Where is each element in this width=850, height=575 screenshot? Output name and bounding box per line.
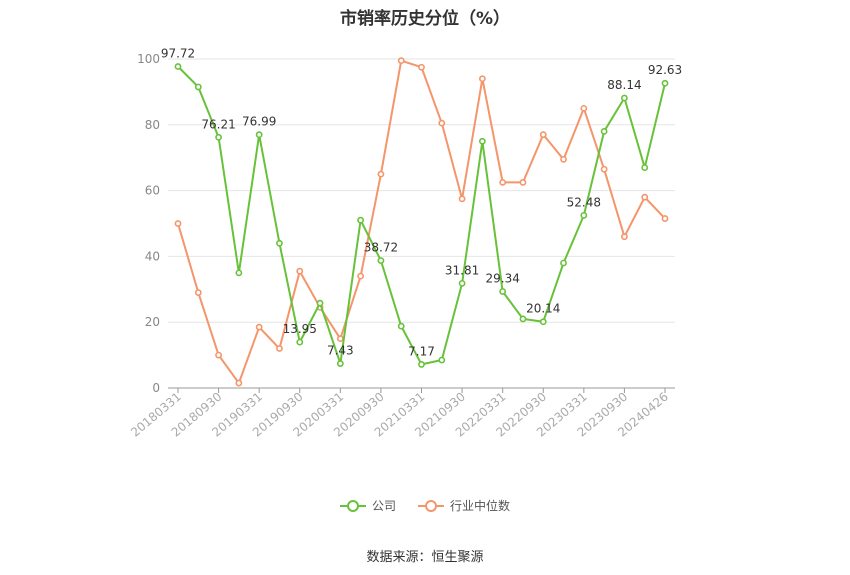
data-point[interactable] (316, 299, 324, 307)
data-point[interactable] (499, 178, 507, 186)
data-point[interactable] (336, 335, 344, 343)
data-point[interactable] (235, 269, 243, 277)
data-point[interactable] (539, 318, 547, 326)
y-tick-label: 60 (145, 184, 160, 198)
data-point[interactable] (621, 233, 628, 241)
data-point[interactable] (357, 272, 365, 280)
data-point[interactable] (539, 131, 547, 139)
series-line (177, 65, 666, 366)
data-point[interactable] (194, 289, 202, 296)
data-point[interactable] (377, 170, 385, 178)
data-label: 29.34 (485, 271, 519, 285)
y-tick-label: 20 (145, 315, 160, 329)
data-point[interactable] (458, 195, 466, 203)
data-point[interactable] (600, 165, 608, 173)
data-point[interactable] (194, 83, 202, 91)
data-point[interactable] (478, 75, 486, 83)
data-point[interactable] (235, 379, 243, 387)
data-label: 52.48 (567, 195, 601, 209)
data-point[interactable] (438, 119, 446, 127)
data-point[interactable] (215, 351, 222, 359)
data-point[interactable] (600, 127, 608, 135)
data-point[interactable] (661, 79, 669, 87)
data-point[interactable] (418, 63, 425, 71)
data-label: 20.14 (526, 302, 560, 316)
data-point[interactable] (519, 315, 527, 323)
data-point[interactable] (174, 220, 182, 227)
data-point[interactable] (276, 345, 283, 352)
data-point[interactable] (357, 216, 365, 224)
data-label: 38.72 (364, 241, 398, 255)
data-point[interactable] (377, 257, 385, 265)
data-point[interactable] (255, 131, 263, 139)
data-point[interactable] (397, 322, 405, 330)
data-label: 88.14 (607, 78, 641, 92)
data-point[interactable] (560, 155, 567, 163)
y-tick-label: 80 (145, 118, 160, 132)
data-label: 13.95 (283, 322, 317, 336)
data-label: 97.72 (161, 47, 195, 61)
data-label: 92.63 (648, 63, 682, 77)
data-point[interactable] (255, 323, 263, 331)
data-point[interactable] (296, 267, 304, 275)
data-source-note: 数据来源：恒生聚源 (366, 550, 484, 565)
y-tick-label: 0 (152, 381, 160, 395)
legend-label-company: 公司 (371, 499, 396, 513)
y-tick-label: 100 (137, 52, 160, 66)
data-point[interactable] (641, 193, 649, 201)
y-tick-label: 40 (145, 249, 160, 263)
data-point[interactable] (418, 361, 425, 368)
legend-swatch-industry-median (418, 499, 444, 513)
legend-item-company[interactable]: 公司 (339, 497, 396, 514)
data-label: 7.43 (327, 344, 354, 358)
data-label: 76.21 (201, 117, 235, 131)
data-point[interactable] (296, 338, 304, 346)
data-point[interactable] (580, 211, 588, 219)
data-label: 7.17 (408, 344, 435, 358)
data-point[interactable] (499, 288, 507, 295)
data-point[interactable] (397, 57, 405, 65)
legend: 公司 行业中位数 (0, 497, 850, 514)
data-point[interactable] (215, 133, 222, 141)
legend-item-industry-median[interactable]: 行业中位数 (418, 497, 510, 514)
data-point[interactable] (438, 356, 446, 364)
data-point[interactable] (174, 63, 182, 70)
data-label: 76.99 (242, 115, 276, 129)
data-point[interactable] (580, 104, 588, 112)
data-point[interactable] (661, 215, 669, 222)
data-point[interactable] (519, 178, 527, 186)
chart-title: 市销率历史分位（%） (339, 9, 511, 29)
series-line (177, 59, 666, 385)
data-point[interactable] (276, 239, 283, 247)
data-point[interactable] (641, 164, 649, 171)
data-point[interactable] (560, 259, 567, 267)
data-point[interactable] (621, 94, 628, 102)
data-point[interactable] (336, 360, 344, 367)
legend-swatch-company (339, 499, 366, 513)
legend-label-industry-median: 行业中位数 (450, 499, 511, 513)
data-label: 31.81 (445, 263, 479, 277)
data-point[interactable] (458, 279, 466, 287)
data-point[interactable] (478, 137, 486, 145)
